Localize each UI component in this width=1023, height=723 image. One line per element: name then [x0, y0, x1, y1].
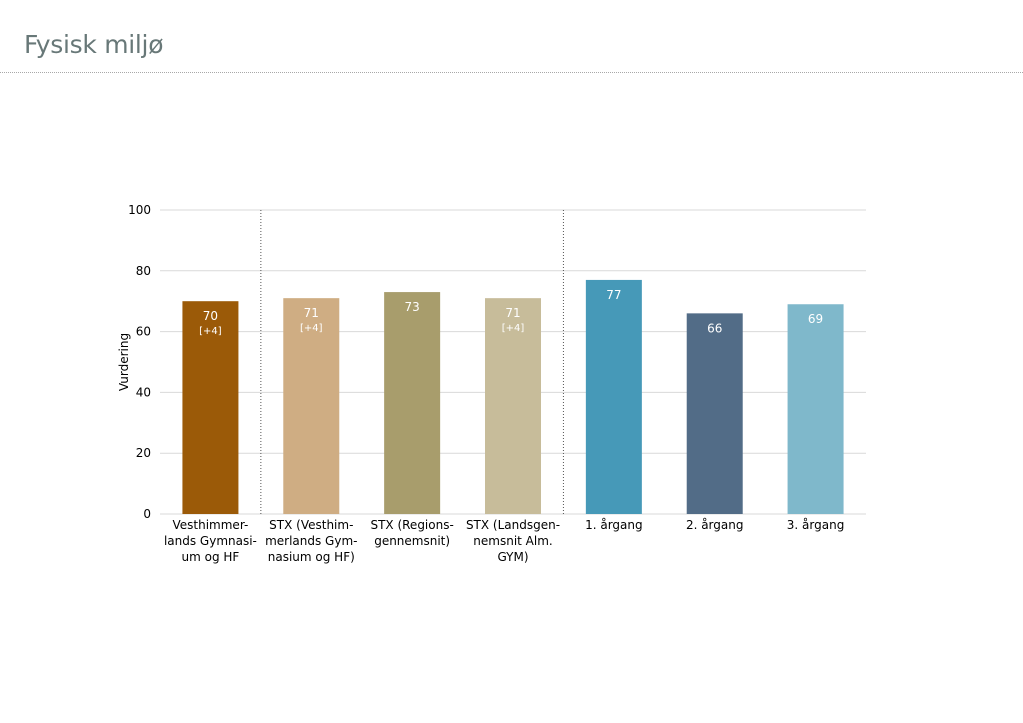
bar-value-label: 69: [808, 312, 823, 326]
x-category-label: nemsnit Alm.: [473, 534, 552, 548]
x-category-label: nasium og HF): [268, 550, 355, 564]
bars: 70 [+4] 71 [+4] 73 71 [+4] 77 66 69: [182, 279, 844, 514]
bar-value-label: 70: [203, 309, 218, 323]
bar: [182, 301, 239, 514]
y-tick-label: 20: [136, 446, 151, 460]
x-category-label: GYM): [497, 550, 528, 564]
y-tick-label: 60: [136, 325, 151, 339]
y-axis-label: Vurdering: [117, 333, 131, 391]
bar: [485, 298, 541, 514]
y-tick-label: 80: [136, 264, 151, 278]
x-category-label: STX (Landsgen-: [466, 518, 560, 532]
bar-value-label: 71: [304, 306, 319, 320]
title-divider: [0, 72, 1023, 73]
x-category-label: 2. årgang: [686, 518, 744, 532]
x-category-label: merlands Gym-: [265, 534, 357, 548]
x-category-label: lands Gymnasi-: [164, 534, 257, 548]
y-tick-label: 100: [128, 203, 151, 217]
x-category-label: Vesthimmer-: [173, 518, 249, 532]
x-category-label: 3. årgang: [787, 518, 845, 532]
bar: [686, 313, 743, 514]
x-category-label: 1. årgang: [585, 518, 643, 532]
x-axis-labels: Vesthimmer-lands Gymnasi-um og HF STX (Ve…: [164, 518, 844, 564]
bar: [384, 292, 441, 514]
x-category-label: gennemsnit): [374, 534, 450, 548]
y-tick-label: 0: [143, 507, 151, 521]
bar: [283, 298, 340, 514]
x-category-label: STX (Vesthim-: [269, 518, 353, 532]
bar-change-label: [+4]: [300, 323, 323, 334]
bar-value-label: 71: [505, 306, 520, 320]
y-axis-ticks: 0 20 40 60 80 100: [128, 203, 151, 521]
y-tick-label: 40: [136, 385, 151, 399]
x-category-label: um og HF: [182, 550, 240, 564]
page-title: Fysisk miljø: [24, 30, 164, 59]
bar-value-label: 73: [405, 300, 420, 314]
bar-change-label: [+4]: [199, 326, 222, 337]
bar-value-label: 77: [606, 288, 621, 302]
bar-change-label: [+4]: [502, 323, 525, 334]
x-category-label: STX (Regions-: [370, 518, 453, 532]
bar-value-label: 66: [707, 321, 722, 335]
bar: [585, 279, 642, 514]
bar: [787, 304, 844, 514]
